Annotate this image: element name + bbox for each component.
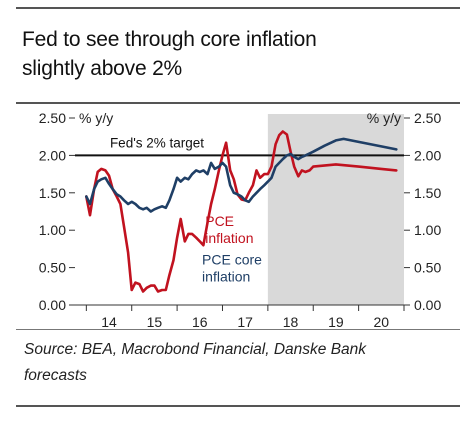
y-tick-label-right: 2.50: [414, 110, 441, 126]
target-label: Fed's 2% target: [110, 135, 204, 150]
y-tick-label-left: 0.50: [39, 260, 66, 276]
y-tick-label-right: 2.00: [414, 147, 441, 163]
pce-core-inflation-line: [85, 137, 398, 213]
x-tick-label: 20: [374, 314, 390, 330]
title-line-1: Fed to see through core inflation: [22, 28, 317, 51]
y-tick-label-right: 0.00: [414, 297, 441, 313]
pce-inflation-line: [85, 130, 398, 293]
source-rule: [16, 329, 460, 330]
core-label-line-1: PCE core: [202, 252, 262, 268]
y-tick-label-left: 2.00: [39, 147, 66, 163]
chart-card: Fed to see through core inflation slight…: [16, 7, 460, 407]
y-tick-label-left: 0.00: [39, 297, 66, 313]
unit-left: % y/y: [79, 110, 113, 126]
unit-right: % y/y: [367, 110, 401, 126]
pce-label-line-2: inflation: [205, 230, 253, 246]
line-chart: 0.00 0.00 0.50 0.50 1.00 1.00 1.50 1.50 2.00 2.00…: [39, 110, 442, 330]
y-tick-label-right: 0.50: [414, 260, 441, 276]
title-rule: [16, 102, 460, 104]
chart-title: Fed to see through core inflation slight…: [22, 25, 452, 83]
pce-label-line-1: PCE: [205, 213, 234, 229]
x-tick-label: 19: [328, 314, 344, 330]
x-tick-label: 14: [101, 314, 117, 330]
x-tick-label: 17: [237, 314, 253, 330]
y-tick-label-right: 1.50: [414, 185, 441, 201]
bottom-rule: [16, 405, 460, 407]
x-tick-label: 16: [192, 314, 208, 330]
y-tick-label-left: 2.50: [39, 110, 66, 126]
source-note: Source: BEA, Macrobond Financial, Danske…: [24, 337, 454, 389]
top-rule: [16, 7, 460, 9]
y-tick-label-left: 1.00: [39, 222, 66, 238]
source-line-1: Source: BEA, Macrobond Financial, Danske…: [24, 341, 367, 358]
source-line-2: forecasts: [24, 367, 87, 384]
y-tick-label-left: 1.50: [39, 185, 66, 201]
x-tick-label: 18: [283, 314, 299, 330]
title-line-2: slightly above 2%: [22, 57, 183, 80]
x-tick-label: 15: [147, 314, 163, 330]
core-label-line-2: inflation: [202, 269, 250, 285]
y-tick-label-right: 1.00: [414, 222, 441, 238]
